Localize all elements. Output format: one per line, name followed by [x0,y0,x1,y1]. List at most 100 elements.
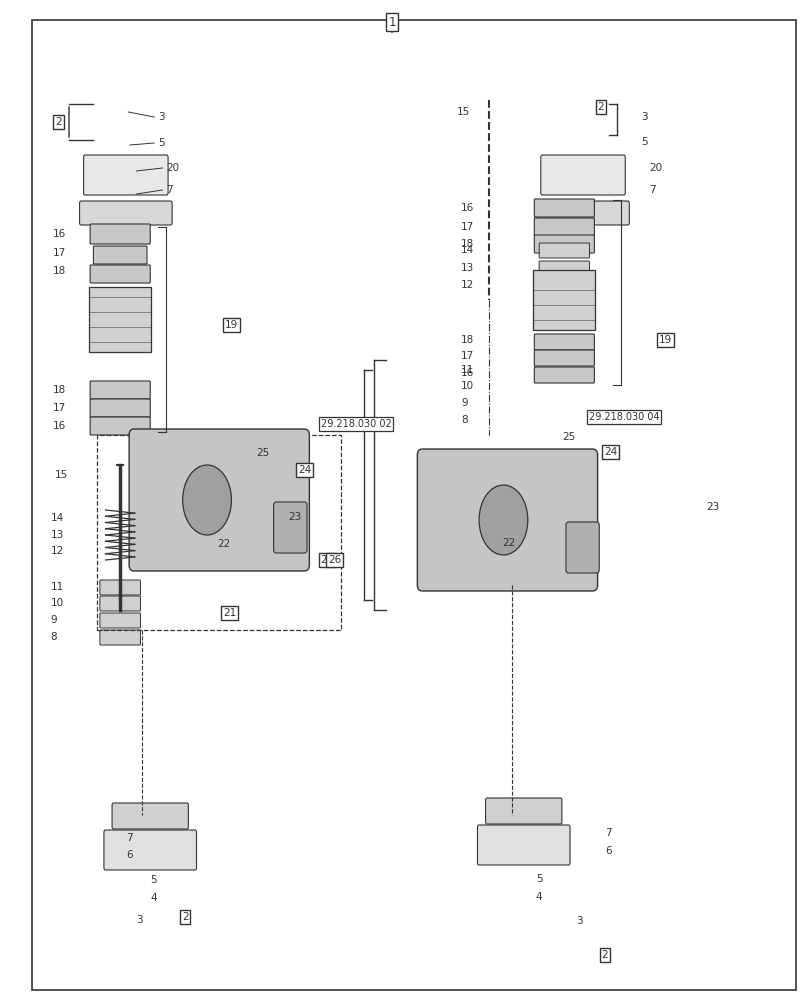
Text: 3: 3 [641,112,647,122]
Text: 19: 19 [659,335,672,345]
Text: 18: 18 [461,239,474,249]
Text: 7: 7 [126,833,132,843]
Text: 14: 14 [50,513,63,523]
Text: 16: 16 [53,229,66,239]
Text: 17: 17 [461,351,474,361]
Text: 25: 25 [561,432,574,442]
Text: 29.218.030 02: 29.218.030 02 [320,419,391,429]
Bar [533,270,594,330]
Text: 9: 9 [461,398,467,408]
FancyBboxPatch shape [539,278,589,293]
FancyBboxPatch shape [100,596,140,611]
Text: 13: 13 [50,530,63,540]
FancyBboxPatch shape [90,265,150,283]
Text: 16: 16 [461,203,474,213]
Text: 7: 7 [649,185,655,195]
FancyBboxPatch shape [90,381,150,399]
FancyBboxPatch shape [565,522,599,573]
FancyBboxPatch shape [90,399,150,417]
Text: 12: 12 [461,280,474,290]
FancyBboxPatch shape [534,367,594,383]
Bar [97,435,341,630]
Text: 11: 11 [461,365,474,375]
Text: 6: 6 [604,846,611,856]
Text: 26: 26 [328,555,341,565]
Text: 23: 23 [288,512,301,522]
Text: 17: 17 [53,403,66,413]
FancyBboxPatch shape [112,803,188,829]
Text: 7: 7 [604,828,611,838]
Text: 16: 16 [53,421,66,431]
FancyBboxPatch shape [93,246,147,264]
Text: 18: 18 [53,385,66,395]
FancyBboxPatch shape [540,155,624,195]
Text: 29.218.030 04: 29.218.030 04 [588,412,659,422]
Text: 22: 22 [217,539,230,549]
Text: 26: 26 [320,555,333,565]
Text: 9: 9 [50,615,57,625]
Ellipse shape [478,485,527,555]
Text: 12: 12 [50,546,63,556]
Text: 4: 4 [535,892,542,902]
Text: 3: 3 [576,916,582,926]
FancyBboxPatch shape [90,224,150,244]
FancyBboxPatch shape [534,350,594,366]
FancyBboxPatch shape [534,199,594,217]
Text: 18: 18 [461,335,474,345]
Text: 25: 25 [255,448,268,458]
FancyBboxPatch shape [485,798,561,824]
FancyBboxPatch shape [534,235,594,253]
Text: 8: 8 [461,415,467,425]
FancyBboxPatch shape [129,429,309,571]
FancyBboxPatch shape [79,201,172,225]
Text: 5: 5 [158,138,165,148]
FancyBboxPatch shape [100,613,140,628]
Bar [89,287,151,352]
Text: 20: 20 [649,163,662,173]
FancyBboxPatch shape [90,417,150,435]
Text: 8: 8 [50,632,57,642]
Text: 11: 11 [50,582,63,592]
Ellipse shape [182,465,231,535]
FancyBboxPatch shape [104,830,196,870]
Text: 21: 21 [223,608,236,618]
Text: 5: 5 [150,875,157,885]
Text: 6: 6 [126,850,132,860]
FancyBboxPatch shape [539,261,589,276]
FancyBboxPatch shape [84,155,168,195]
Text: 10: 10 [461,381,474,391]
Text: 7: 7 [166,185,173,195]
FancyBboxPatch shape [536,201,629,225]
Text: 2: 2 [55,117,62,127]
FancyBboxPatch shape [539,243,589,258]
Text: 4: 4 [150,893,157,903]
FancyBboxPatch shape [477,825,569,865]
Text: 14: 14 [461,245,474,255]
FancyBboxPatch shape [534,334,594,350]
Text: 2: 2 [597,102,603,112]
FancyBboxPatch shape [100,630,140,645]
Text: 13: 13 [461,263,474,273]
Text: 5: 5 [641,137,647,147]
Text: 24: 24 [603,447,616,457]
FancyBboxPatch shape [417,449,597,591]
Text: 10: 10 [50,598,63,608]
FancyBboxPatch shape [534,218,594,236]
Text: 3: 3 [136,915,143,925]
Text: 17: 17 [461,222,474,232]
Text: 18: 18 [53,266,66,276]
Text: 1: 1 [388,15,396,28]
Text: 5: 5 [535,874,542,884]
Text: 2: 2 [601,950,607,960]
Text: 16: 16 [461,368,474,378]
Text: 22: 22 [501,538,514,548]
Text: 15: 15 [456,107,469,117]
FancyBboxPatch shape [273,502,307,553]
Text: 19: 19 [225,320,238,330]
Text: 20: 20 [166,163,179,173]
FancyBboxPatch shape [100,580,140,595]
Text: 3: 3 [158,112,165,122]
Text: 2: 2 [182,912,188,922]
Text: 17: 17 [53,248,66,258]
Text: 15: 15 [55,470,68,480]
